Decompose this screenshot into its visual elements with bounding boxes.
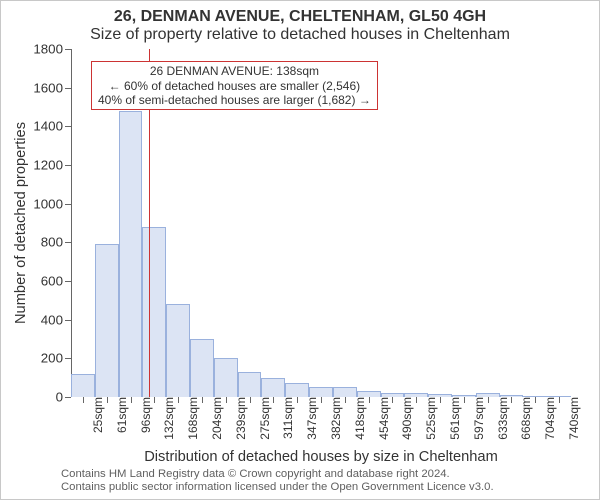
annotation-line: 26 DENMAN AVENUE: 138sqm (98, 64, 371, 78)
footer-line-2: Contains public sector information licen… (61, 481, 494, 495)
histogram-bar (166, 304, 190, 397)
x-tick-label: 25sqm (83, 397, 105, 433)
y-tick-label: 1800 (33, 42, 71, 57)
x-tick-label: 740sqm (559, 397, 581, 440)
plot-area: 02004006008001000120014001600180025sqm61… (71, 49, 571, 397)
attribution-footer: Contains HM Land Registry data © Crown c… (61, 468, 494, 495)
histogram-bar (261, 378, 285, 397)
histogram-bar (95, 244, 119, 397)
x-tick-label: 561sqm (440, 397, 462, 440)
x-tick-label: 454sqm (369, 397, 391, 440)
y-tick-label: 1400 (33, 119, 71, 134)
x-tick-label: 96sqm (131, 397, 153, 433)
y-tick-label: 200 (41, 351, 71, 366)
x-tick-label: 275sqm (250, 397, 272, 440)
y-tick-label: 800 (41, 235, 71, 250)
histogram-bar (119, 111, 143, 397)
page-subtitle: Size of property relative to detached ho… (1, 25, 599, 44)
annotation-line: 40% of semi-detached houses are larger (… (98, 93, 371, 107)
x-tick-label: 704sqm (535, 397, 557, 440)
y-tick-label: 400 (41, 312, 71, 327)
x-axis-title: Distribution of detached houses by size … (144, 449, 498, 465)
annotation-line: ← 60% of detached houses are smaller (2,… (98, 79, 371, 93)
x-tick-label: 168sqm (178, 397, 200, 440)
x-tick-label: 633sqm (488, 397, 510, 440)
x-tick-label: 347sqm (297, 397, 319, 440)
y-axis-line (71, 49, 72, 397)
histogram-bar (309, 387, 333, 397)
x-tick-label: 311sqm (273, 397, 295, 439)
y-tick-label: 1000 (33, 196, 71, 211)
histogram-bar (285, 383, 309, 397)
chart-page: 26, DENMAN AVENUE, CHELTENHAM, GL50 4GH … (0, 0, 600, 500)
x-tick-label: 382sqm (321, 397, 343, 440)
x-tick-label: 61sqm (107, 397, 129, 433)
histogram-bar (333, 387, 357, 397)
y-axis-title: Number of detached properties (13, 122, 29, 324)
histogram-bar (71, 374, 95, 397)
title-line-1: 26, DENMAN AVENUE, CHELTENHAM, GL50 4GH (114, 8, 486, 25)
annotation-box: 26 DENMAN AVENUE: 138sqm← 60% of detache… (91, 61, 378, 110)
title-line-2: Size of property relative to detached ho… (90, 26, 510, 43)
chart-plot-area: 02004006008001000120014001600180025sqm61… (71, 49, 571, 397)
histogram-bar (190, 339, 214, 397)
x-tick-label: 668sqm (511, 397, 533, 440)
x-tick-label: 490sqm (392, 397, 414, 440)
x-tick-label: 597sqm (464, 397, 486, 440)
x-tick-label: 239sqm (226, 397, 248, 440)
page-title: 26, DENMAN AVENUE, CHELTENHAM, GL50 4GH (1, 7, 599, 26)
y-tick-label: 1200 (33, 158, 71, 173)
histogram-bar (238, 372, 262, 397)
x-tick-label: 525sqm (416, 397, 438, 440)
y-tick-label: 1600 (33, 80, 71, 95)
footer-line-1: Contains HM Land Registry data © Crown c… (61, 468, 494, 482)
x-tick-label: 418sqm (345, 397, 367, 440)
histogram-bar (214, 358, 238, 397)
x-tick-label: 204sqm (202, 397, 224, 440)
y-tick-label: 0 (56, 390, 71, 405)
y-tick-label: 600 (41, 274, 71, 289)
histogram-bar (142, 227, 166, 397)
x-tick-label: 132sqm (154, 397, 176, 440)
